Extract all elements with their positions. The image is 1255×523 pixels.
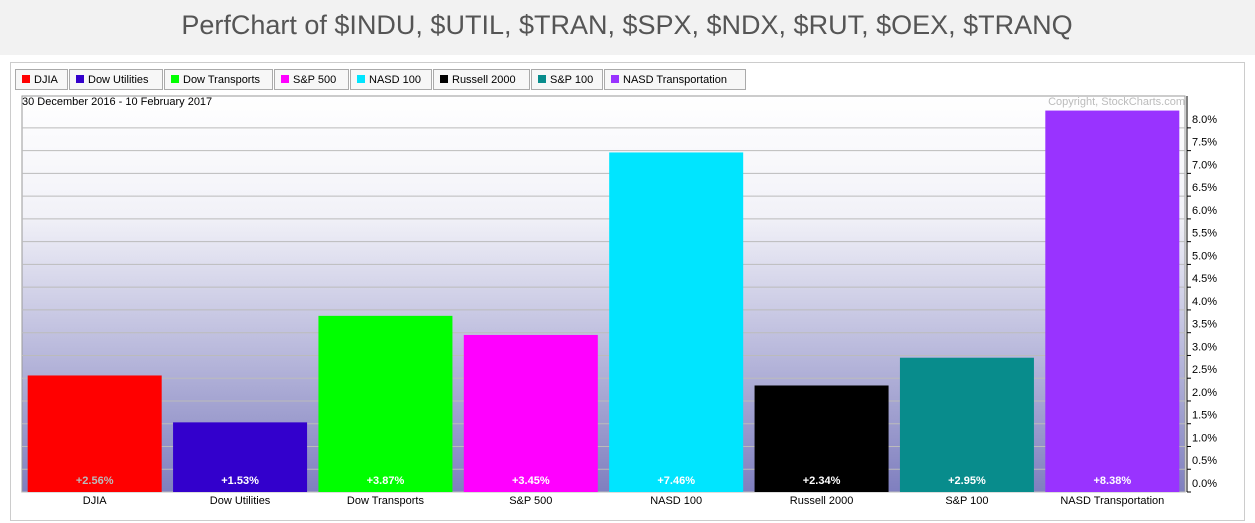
x-tick-label: NASD 100 [650, 495, 702, 507]
legend-swatch [76, 75, 84, 83]
value-label: +3.45% [512, 475, 550, 487]
legend-item: DJIA [15, 69, 68, 90]
legend-button [604, 69, 746, 90]
value-label: +8.38% [1094, 475, 1132, 487]
x-tick-label: Dow Utilities [210, 495, 271, 507]
x-tick-label: Russell 2000 [790, 495, 854, 507]
copyright: Copyright, StockCharts.com [1048, 96, 1185, 108]
legend-button [164, 69, 273, 90]
legend-swatch [281, 75, 289, 83]
legend-swatch [440, 75, 448, 83]
y-tick-label: 3.5% [1192, 319, 1217, 331]
y-tick-label: 4.5% [1192, 273, 1217, 285]
value-label: +1.53% [221, 475, 259, 487]
legend-item: NASD 100 [350, 69, 432, 90]
legend-label: Dow Utilities [88, 74, 149, 86]
legend-button [350, 69, 432, 90]
legend-item: S&P 100 [531, 69, 603, 90]
y-tick-label: 2.5% [1192, 364, 1217, 376]
value-label: +7.46% [657, 475, 695, 487]
legend-label: DJIA [34, 74, 59, 86]
bar [173, 422, 308, 492]
legend-item: Dow Transports [164, 69, 273, 90]
y-tick-label: 5.0% [1192, 250, 1217, 262]
y-tick-label: 4.0% [1192, 296, 1217, 308]
x-tick-label: S&P 100 [945, 495, 988, 507]
legend-swatch [171, 75, 179, 83]
legend-label: S&P 500 [293, 74, 336, 86]
x-tick-label: NASD Transportation [1060, 495, 1164, 507]
value-label: +2.34% [803, 475, 841, 487]
legend-label: Russell 2000 [452, 74, 516, 86]
y-tick-label: 6.5% [1192, 182, 1217, 194]
x-tick-label: S&P 500 [509, 495, 552, 507]
legend-button [274, 69, 349, 90]
legend-button [69, 69, 163, 90]
legend-button [15, 69, 68, 90]
y-tick-label: 8.0% [1192, 114, 1217, 126]
legend-item: Russell 2000 [433, 69, 530, 90]
bar [463, 334, 598, 492]
bar [1045, 110, 1180, 492]
value-label: +2.56% [76, 475, 114, 487]
legend-swatch [22, 75, 30, 83]
bar [318, 315, 453, 492]
legend-label: NASD 100 [369, 74, 421, 86]
title-band [0, 0, 1255, 55]
y-tick-label: 2.0% [1192, 387, 1217, 399]
legend-button [531, 69, 603, 90]
y-tick-label: 6.0% [1192, 205, 1217, 217]
bar [754, 385, 889, 492]
y-tick-label: 1.0% [1192, 432, 1217, 444]
legend-label: Dow Transports [183, 74, 261, 86]
x-tick-label: Dow Transports [347, 495, 425, 507]
y-tick-label: 7.5% [1192, 137, 1217, 149]
legend-swatch [611, 75, 619, 83]
legend-swatch [357, 75, 365, 83]
value-label: +3.87% [367, 475, 405, 487]
legend-item: S&P 500 [274, 69, 349, 90]
legend-item: NASD Transportation [604, 69, 746, 90]
y-tick-label: 0.5% [1192, 455, 1217, 467]
y-tick-label: 7.0% [1192, 159, 1217, 171]
legend-button [433, 69, 530, 90]
chart-title: PerfChart of $INDU, $UTIL, $TRAN, $SPX, … [181, 10, 1072, 40]
value-label: +2.95% [948, 475, 986, 487]
y-tick-label: 0.0% [1192, 478, 1217, 490]
date-range: 30 December 2016 - 10 February 2017 [22, 96, 212, 108]
legend-item: Dow Utilities [69, 69, 163, 90]
legend-label: S&P 100 [550, 74, 593, 86]
legend-label: NASD Transportation [623, 74, 727, 86]
bar [27, 375, 162, 492]
bar [609, 152, 744, 492]
legend-swatch [538, 75, 546, 83]
y-tick-label: 3.0% [1192, 341, 1217, 353]
x-tick-label: DJIA [83, 495, 108, 507]
y-tick-label: 5.5% [1192, 228, 1217, 240]
bar [899, 357, 1034, 492]
y-tick-label: 1.5% [1192, 410, 1217, 422]
